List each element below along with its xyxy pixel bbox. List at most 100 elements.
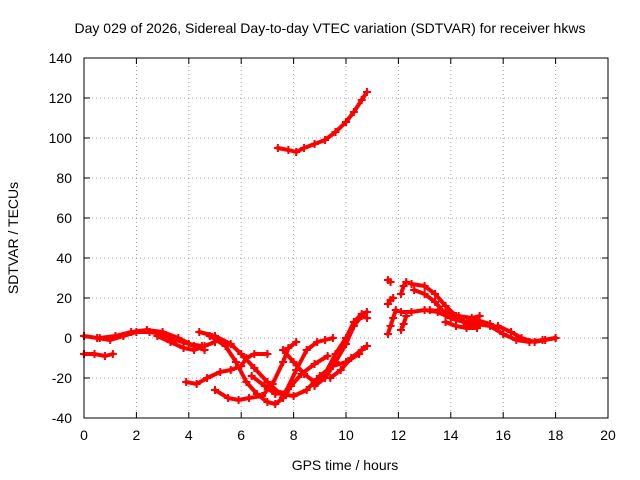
- data-point: [441, 318, 450, 326]
- data-point: [221, 342, 230, 350]
- data-point: [389, 294, 398, 302]
- data-point: [530, 338, 539, 346]
- data-point: [342, 340, 350, 348]
- x-tick-label: 2: [133, 427, 141, 443]
- plot-frame: [83, 57, 609, 419]
- data-point: [347, 354, 356, 362]
- data-point: [100, 352, 109, 360]
- data-point: [323, 352, 332, 360]
- data-point: [336, 366, 345, 374]
- data-point: [407, 280, 416, 288]
- y-tick-label: 40: [56, 250, 72, 266]
- series-track-n: [383, 306, 400, 338]
- data-point: [397, 290, 406, 298]
- data-point: [127, 328, 136, 336]
- x-tick-label: 18: [548, 427, 564, 443]
- x-tick-label: 12: [391, 427, 407, 443]
- data-point: [407, 308, 416, 316]
- data-point: [452, 322, 461, 330]
- y-tick-label: 100: [49, 130, 73, 146]
- data-point: [242, 354, 251, 362]
- data-point: [313, 338, 322, 346]
- x-tick-label: 4: [185, 427, 193, 443]
- series-track-p: [383, 276, 395, 286]
- series-line: [385, 308, 398, 336]
- data-point: [454, 312, 463, 320]
- data-point: [362, 314, 371, 322]
- y-axis-label: SDTVAR / TECUs: [5, 182, 21, 294]
- data-point: [284, 344, 293, 352]
- data-point: [321, 336, 330, 344]
- y-tick-label: -40: [52, 410, 72, 426]
- series-track-m: [273, 88, 371, 156]
- data-point: [237, 350, 246, 358]
- data-point: [386, 322, 395, 330]
- data-point: [279, 346, 288, 354]
- data-point: [399, 320, 408, 328]
- data-point: [420, 282, 429, 290]
- data-point: [328, 334, 337, 342]
- data-point: [111, 332, 120, 340]
- data-point: [263, 350, 272, 358]
- data-point: [473, 324, 481, 332]
- data-point: [441, 308, 450, 316]
- data-point: [397, 308, 406, 316]
- series-track-d: [153, 332, 219, 354]
- data-point: [493, 322, 502, 330]
- data-point: [331, 128, 340, 136]
- data-point: [383, 330, 392, 338]
- data-point: [260, 382, 269, 390]
- data-point: [389, 314, 398, 322]
- data-point: [499, 330, 508, 338]
- data-point: [420, 290, 429, 298]
- data-point: [142, 326, 151, 334]
- data-point: [391, 306, 400, 314]
- series-track-w: [441, 318, 481, 332]
- data-point: [292, 338, 301, 346]
- data-point: [226, 366, 235, 374]
- series-line: [443, 320, 479, 330]
- data-point: [174, 334, 183, 342]
- data-point: [300, 144, 309, 152]
- data-point: [357, 346, 366, 354]
- x-tick-label: 20: [600, 427, 616, 443]
- data-point: [279, 358, 288, 366]
- data-point: [234, 396, 243, 404]
- data-point: [507, 328, 516, 336]
- y-tick-label: -20: [52, 370, 72, 386]
- data-point: [551, 334, 560, 342]
- y-tick-label: 140: [49, 50, 73, 66]
- data-point: [541, 336, 550, 344]
- grid-lines: [84, 58, 608, 418]
- data-point: [357, 96, 366, 104]
- data-point: [357, 312, 366, 320]
- y-tick-label: 60: [56, 210, 72, 226]
- data-point: [205, 332, 214, 340]
- x-tick-label: 10: [338, 427, 354, 443]
- series-track-k: [310, 312, 371, 390]
- data-point: [349, 108, 358, 116]
- data-point: [158, 328, 167, 336]
- data-point: [247, 372, 256, 380]
- series-track-v: [425, 306, 484, 322]
- data-point: [362, 88, 371, 96]
- data-point: [153, 332, 162, 340]
- data-point: [281, 388, 290, 396]
- data-point: [271, 390, 280, 398]
- data-point: [271, 400, 280, 408]
- data-point: [108, 350, 117, 358]
- data-point: [250, 364, 259, 372]
- data-point: [467, 314, 476, 322]
- data-point: [90, 350, 99, 358]
- x-axis-label: GPS time / hours: [292, 457, 399, 473]
- series-track-o: [383, 294, 398, 308]
- series-track-q: [397, 278, 411, 298]
- data-point: [224, 394, 233, 402]
- x-tick-label: 0: [80, 427, 88, 443]
- data-point: [231, 358, 240, 366]
- data-point: [179, 344, 188, 352]
- data-point: [410, 286, 419, 294]
- data-point: [300, 370, 309, 378]
- chart-title: Day 029 of 2026, Sidereal Day-to-day VTE…: [75, 20, 586, 36]
